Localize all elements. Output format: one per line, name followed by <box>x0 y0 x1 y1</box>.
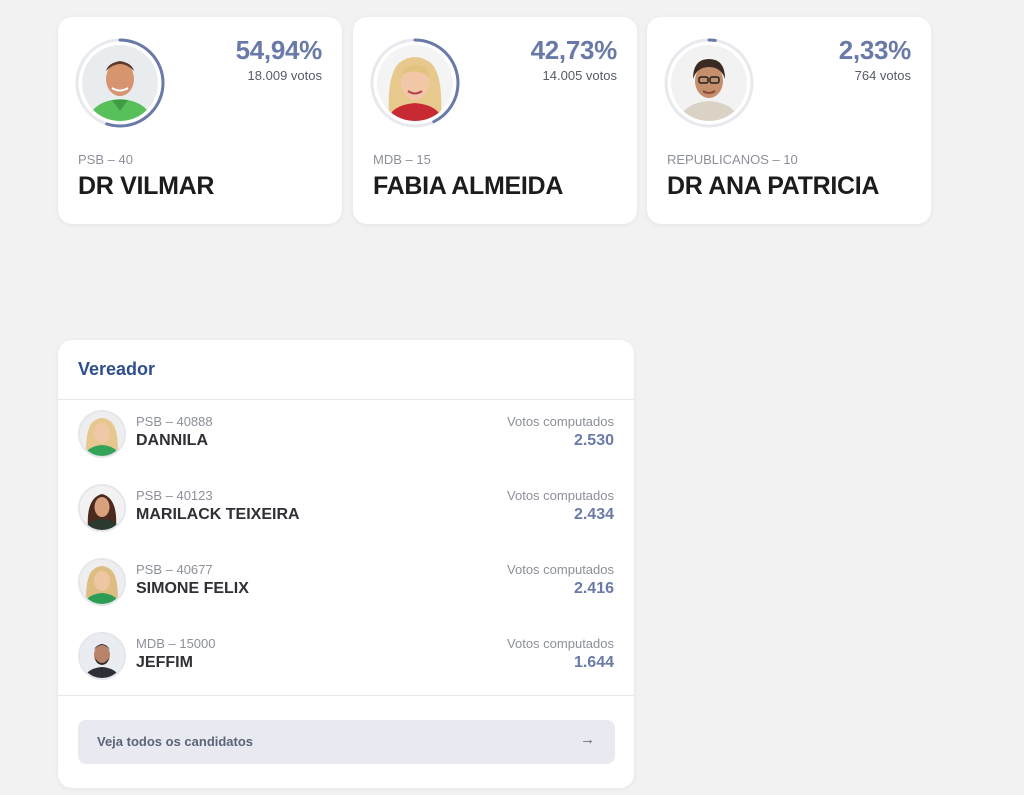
vote-percentage: 42,73% <box>530 35 618 65</box>
candidate-card[interactable]: 2,33% 764 votos REPUBLICANOS – 10 DR ANA… <box>647 17 931 224</box>
list-item[interactable]: PSB – 40677 SIMONE FELIX Votos computado… <box>58 548 634 608</box>
party-number: MDB – 15000 <box>136 636 216 651</box>
candidate-avatar <box>663 37 755 129</box>
candidate-photo <box>671 45 747 121</box>
vote-count: 2.530 <box>573 432 614 449</box>
party-number: PSB – 40 <box>78 152 133 167</box>
arrow-right-icon: → <box>580 731 595 748</box>
candidate-name: DANNILA <box>136 432 208 449</box>
divider <box>58 695 634 696</box>
candidate-name: SIMONE FELIX <box>136 580 249 597</box>
vote-count: 2.416 <box>573 580 614 597</box>
divider <box>58 399 634 400</box>
see-all-label: Veja todos os candidatos <box>97 734 254 749</box>
votes-label: Votos computados <box>507 488 614 503</box>
candidate-card[interactable]: 42,73% 14.005 votos MDB – 15 FABIA ALMEI… <box>353 17 637 224</box>
candidate-name: DR VILMAR <box>78 172 215 200</box>
candidate-photo <box>78 410 126 458</box>
candidate-name: FABIA ALMEIDA <box>373 172 564 200</box>
candidate-name: MARILACK TEIXEIRA <box>136 506 300 523</box>
candidate-photo <box>78 632 126 680</box>
candidate-photo <box>78 484 126 532</box>
party-number: REPUBLICANOS – 10 <box>667 152 798 167</box>
vote-count: 1.644 <box>573 654 614 671</box>
vote-percentage: 2,33% <box>838 35 912 65</box>
votes-label: Votos computados <box>507 414 614 429</box>
list-item[interactable]: PSB – 40123 MARILACK TEIXEIRA Votos comp… <box>58 474 634 534</box>
vereador-panel: Vereador PSB – 40888 DANNILA Votos compu… <box>58 340 634 788</box>
see-all-candidates-button[interactable]: Veja todos os candidatos → <box>78 720 615 764</box>
vote-count: 18.009 votos <box>247 68 322 83</box>
party-number: PSB – 40888 <box>136 414 213 429</box>
votes-label: Votos computados <box>507 562 614 577</box>
vote-progress-ring <box>664 38 754 128</box>
vote-percentage: 54,94% <box>235 35 323 65</box>
votes-label: Votos computados <box>507 636 614 651</box>
candidate-photo <box>377 45 453 121</box>
candidate-name: JEFFIM <box>136 654 193 671</box>
party-number: MDB – 15 <box>373 152 431 167</box>
vote-progress-ring <box>75 38 165 128</box>
list-item[interactable]: MDB – 15000 JEFFIM Votos computados 1.64… <box>58 622 634 682</box>
candidate-avatar <box>369 37 461 129</box>
party-number: PSB – 40123 <box>136 488 213 503</box>
panel-title: Vereador <box>78 359 156 379</box>
vote-progress-ring <box>370 38 460 128</box>
candidate-avatar <box>74 37 166 129</box>
candidate-photo <box>78 558 126 606</box>
candidate-photo <box>82 45 158 121</box>
vote-count: 764 votos <box>854 68 911 83</box>
candidate-card[interactable]: 54,94% 18.009 votos PSB – 40 DR VILMAR <box>58 17 342 224</box>
vote-count: 2.434 <box>573 506 614 523</box>
party-number: PSB – 40677 <box>136 562 213 577</box>
vote-count: 14.005 votos <box>542 68 617 83</box>
candidate-name: DR ANA PATRICIA <box>667 172 880 200</box>
list-item[interactable]: PSB – 40888 DANNILA Votos computados 2.5… <box>58 400 634 460</box>
